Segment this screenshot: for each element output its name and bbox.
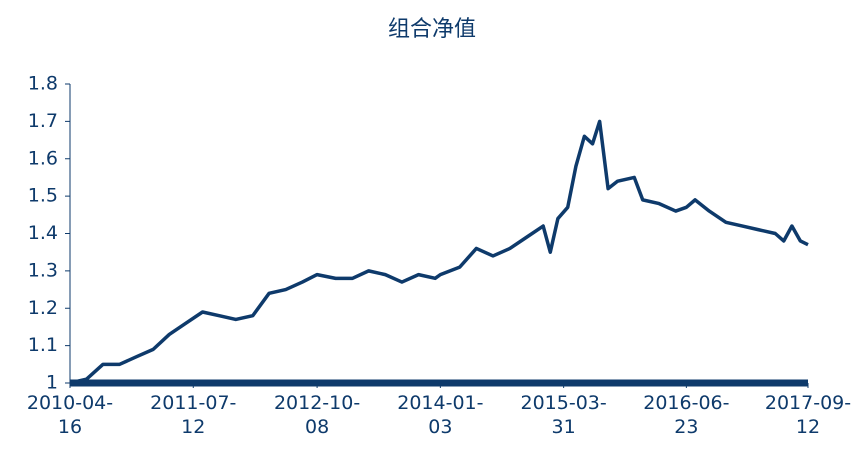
x-tick-label: 2014-01-03 xyxy=(397,392,484,438)
y-tick-label: 1.6 xyxy=(28,147,58,169)
x-tick-label: 2015-03-31 xyxy=(520,392,607,438)
y-tick-label: 1.8 xyxy=(28,73,58,95)
y-tick-label: 1 xyxy=(46,372,58,394)
y-tick-label: 1.3 xyxy=(28,259,58,281)
x-tick-label: 2017-09-12 xyxy=(764,392,852,438)
line xyxy=(69,119,809,385)
y-tick-label: 1.7 xyxy=(28,110,58,132)
x-tick-label: 2011-07-12 xyxy=(150,392,237,438)
y-tick-label: 1.4 xyxy=(28,222,58,244)
x-tick-label: 2010-04-16 xyxy=(26,392,114,438)
y-tick-label: 1.2 xyxy=(28,297,58,319)
x-tick-label: 2016-06-23 xyxy=(643,392,730,438)
chart-title: 组合净值 xyxy=(388,17,476,42)
y-tick-label: 1.1 xyxy=(28,334,58,356)
y-tick-label: 1.5 xyxy=(28,185,58,207)
x-tick-label: 2012-10-08 xyxy=(273,392,361,438)
